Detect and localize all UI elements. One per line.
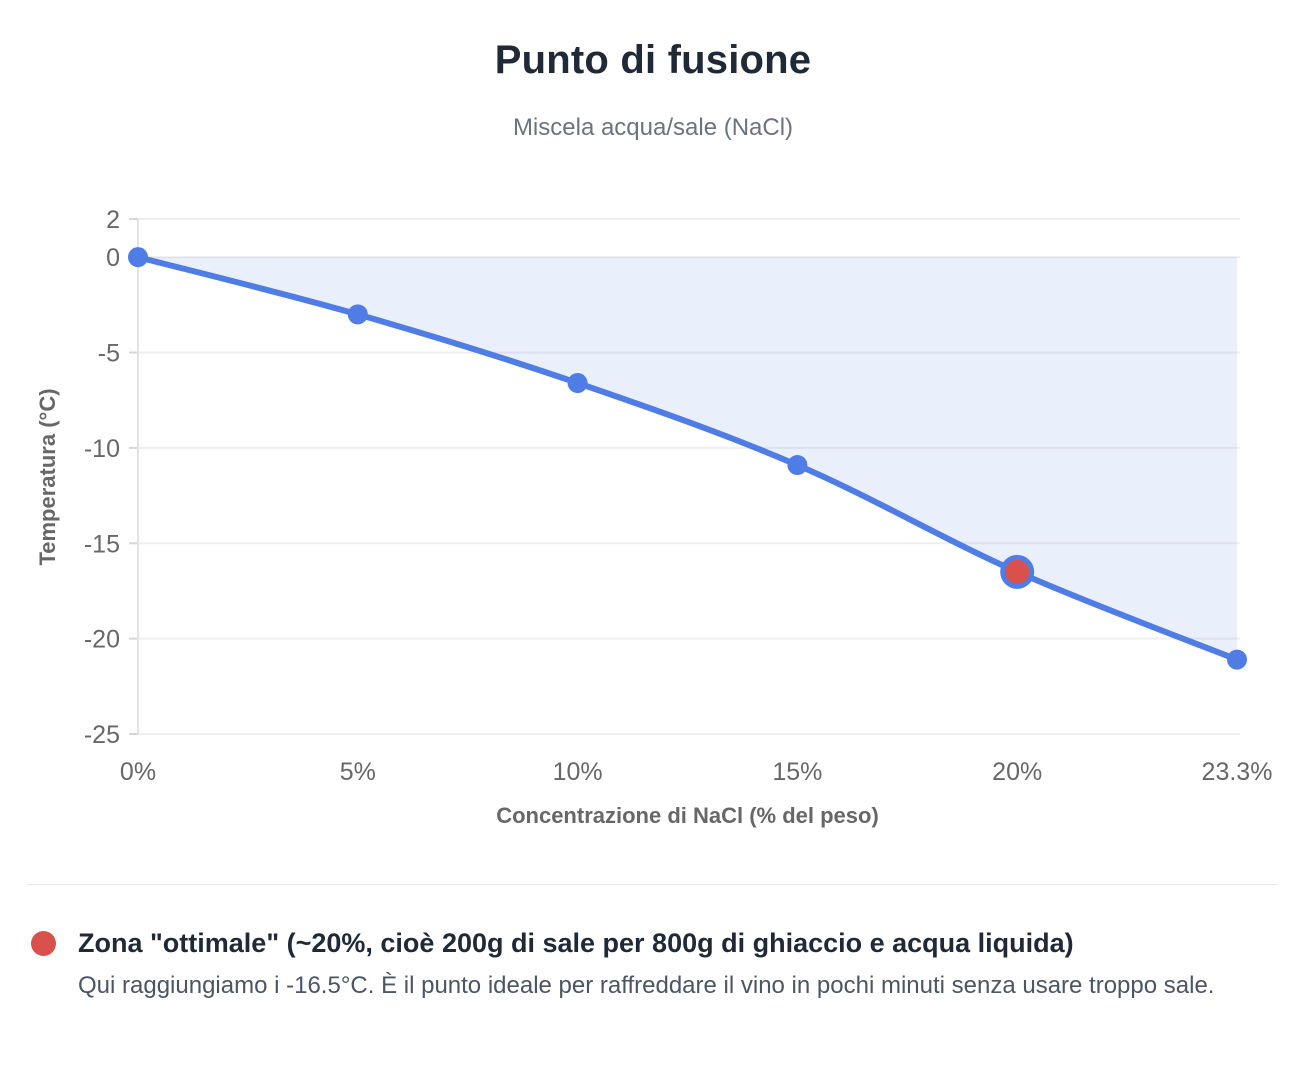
x-tick-label: 15% (772, 758, 822, 786)
x-tick-label: 0% (120, 758, 156, 786)
y-axis-title: Temperatura (°C) (35, 388, 60, 565)
melting-point-chart: 2 0 -5 -10 -15 -20 -250% 5% 10% 15% 20% 23.3% Concen… (35, 206, 1273, 828)
y-tick-label: -15 (84, 530, 120, 558)
legend-divider (28, 884, 1278, 885)
y-tick-label: 2 (106, 206, 120, 234)
legend-marker-red-dot (31, 931, 56, 956)
area-fill (138, 257, 1237, 660)
data-line (135, 254, 1240, 663)
data-point (1227, 649, 1247, 670)
y-tick-label: -5 (98, 340, 120, 368)
y-tick-label: -25 (84, 721, 120, 749)
data-point (347, 304, 368, 325)
data-point (787, 455, 808, 476)
data-point (128, 247, 148, 268)
highlight-point (1005, 559, 1030, 584)
legend-description: Qui raggiungiamo i -16.5°C. È il punto i… (78, 972, 1215, 999)
x-tick-label: 23.3% (1202, 758, 1273, 786)
page-title: Punto di fusione (494, 38, 812, 82)
x-axis-title: Concentrazione di NaCl (% del peso) (496, 803, 879, 828)
legend-text-block: Zona "ottimale" (~20%, cioè 200g di sale… (78, 924, 1263, 1006)
legend: Zona "ottimale" (~20%, cioè 200g di sale… (31, 924, 1263, 1006)
x-tick-label: 5% (340, 758, 376, 786)
y-tick-label: 0 (106, 244, 120, 272)
y-tick-label: -10 (84, 435, 120, 463)
x-tick-label: 10% (553, 758, 603, 786)
x-tick-label: 20% (992, 758, 1042, 786)
data-point (567, 373, 588, 394)
y-tick-label: -20 (84, 626, 120, 654)
page-subtitle: Miscela acqua/sale (NaCl) (512, 114, 794, 141)
legend-title: Zona "ottimale" (~20%, cioè 200g di sale… (78, 928, 1074, 958)
